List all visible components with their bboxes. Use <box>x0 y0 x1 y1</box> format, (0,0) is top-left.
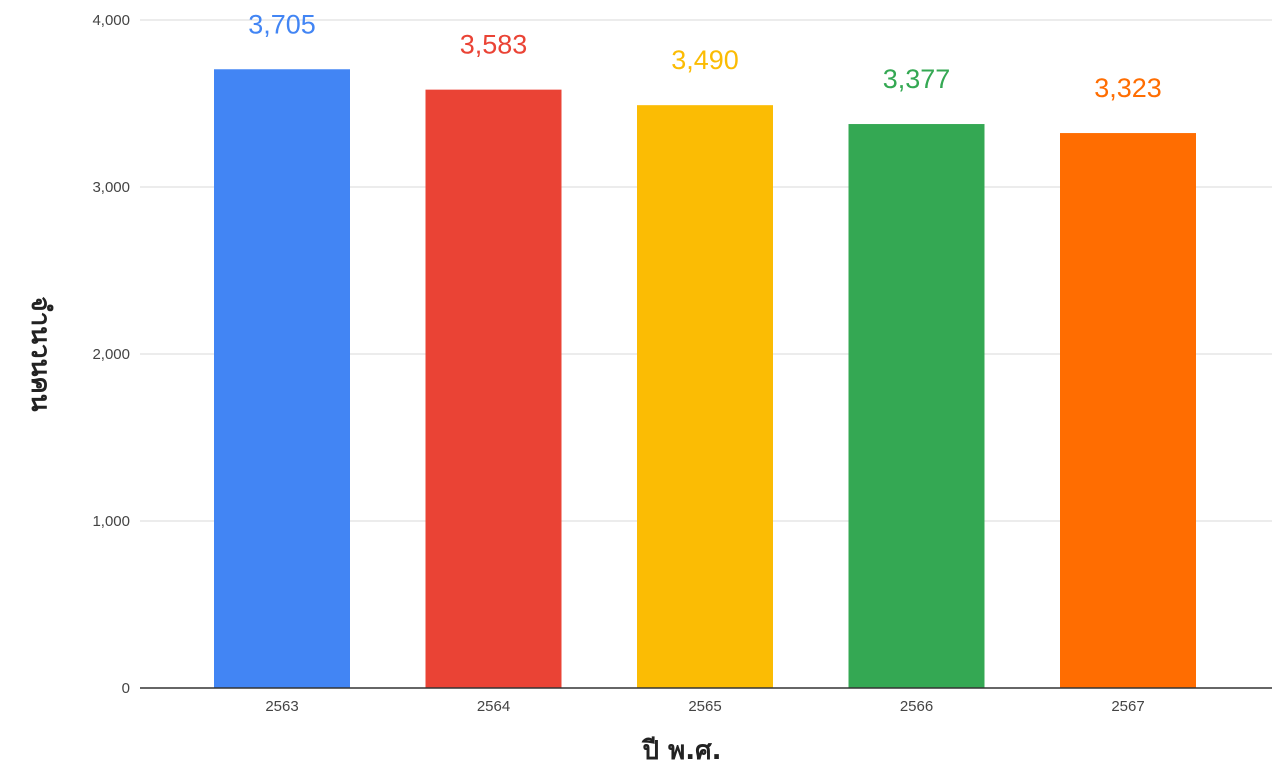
x-tick-label: 2565 <box>688 698 721 715</box>
bar-2565 <box>637 105 773 689</box>
x-tick-label: 2564 <box>477 698 510 715</box>
x-axis-ticks: 2563 2564 2565 2566 2567 <box>265 698 1144 715</box>
bar-2566 <box>848 124 985 688</box>
data-label-2566: 3,377 <box>883 64 951 94</box>
bars <box>214 69 1196 689</box>
y-axis-title: จำนวนคน <box>25 296 55 411</box>
y-tick-label: 0 <box>122 680 130 697</box>
data-label-2565: 3,490 <box>671 45 739 75</box>
x-tick-label: 2567 <box>1111 698 1144 715</box>
y-axis-ticks: 0 1,000 2,000 3,000 4,000 <box>92 12 130 697</box>
data-label-2567: 3,323 <box>1094 73 1162 103</box>
x-tick-label: 2563 <box>265 698 298 715</box>
x-tick-label: 2566 <box>900 698 933 715</box>
y-tick-label: 1,000 <box>92 513 130 530</box>
data-labels: 3,705 3,583 3,490 3,377 3,323 <box>248 9 1162 103</box>
x-axis-title: ปี พ.ศ. <box>641 736 721 766</box>
y-tick-label: 3,000 <box>92 179 130 196</box>
y-tick-label: 4,000 <box>92 12 130 29</box>
data-label-2563: 3,705 <box>248 9 316 39</box>
bar-2564 <box>425 89 562 689</box>
bar-2567 <box>1060 133 1196 688</box>
y-tick-label: 2,000 <box>92 346 130 363</box>
data-label-2564: 3,583 <box>460 30 528 60</box>
bar-2563 <box>214 69 350 688</box>
